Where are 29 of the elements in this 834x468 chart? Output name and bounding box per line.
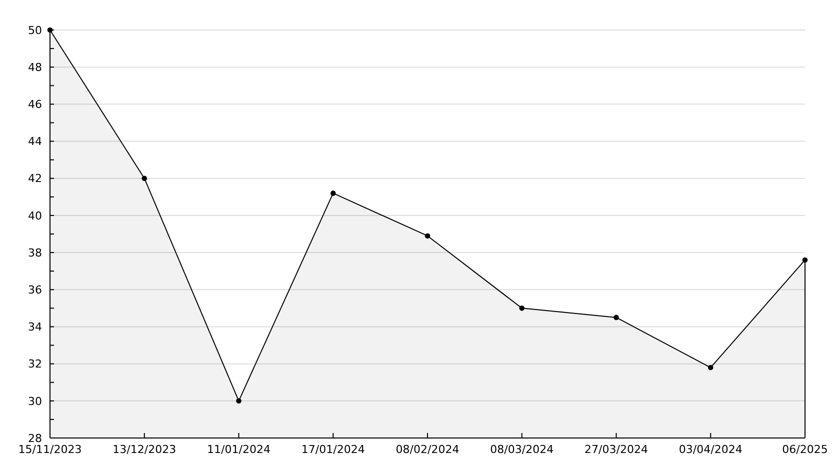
y-tick-label: 30 — [28, 394, 42, 408]
x-tick-label: 08/02/2024 — [396, 443, 460, 456]
y-tick-label: 32 — [28, 358, 42, 371]
x-tick-label: 15/11/2023 — [18, 443, 82, 456]
point — [519, 306, 525, 311]
point — [424, 233, 430, 238]
x-tick-label: 13/12/2023 — [112, 443, 176, 456]
x-tick-label: 06/2025 — [782, 443, 828, 456]
y-tick-label: 36 — [28, 283, 42, 296]
y-tick-label: 42 — [28, 172, 42, 186]
y-tick-label: 34 — [28, 320, 42, 334]
point — [142, 176, 148, 182]
point — [236, 398, 242, 404]
x-tick-label: 11/01/2024 — [207, 443, 270, 456]
y-tick-label: 38 — [28, 246, 42, 260]
point — [802, 257, 808, 263]
x-tick-label: 08/03/2024 — [490, 443, 554, 456]
x-tick-label: 03/04/2024 — [678, 443, 742, 456]
point — [708, 364, 714, 370]
x-tick-label: 17/01/2024 — [301, 443, 365, 456]
y-tick-label: 48 — [28, 60, 42, 74]
y-tick-label: 28 — [28, 432, 42, 445]
point — [614, 314, 619, 320]
y-tick-label: 50 — [28, 24, 42, 37]
y-tick-label: 44 — [28, 135, 42, 148]
y-tick-label: 46 — [28, 98, 42, 112]
point — [330, 190, 336, 196]
x-tick-label: 27/03/2024 — [584, 443, 648, 456]
y-tick-label: 40 — [28, 209, 42, 222]
